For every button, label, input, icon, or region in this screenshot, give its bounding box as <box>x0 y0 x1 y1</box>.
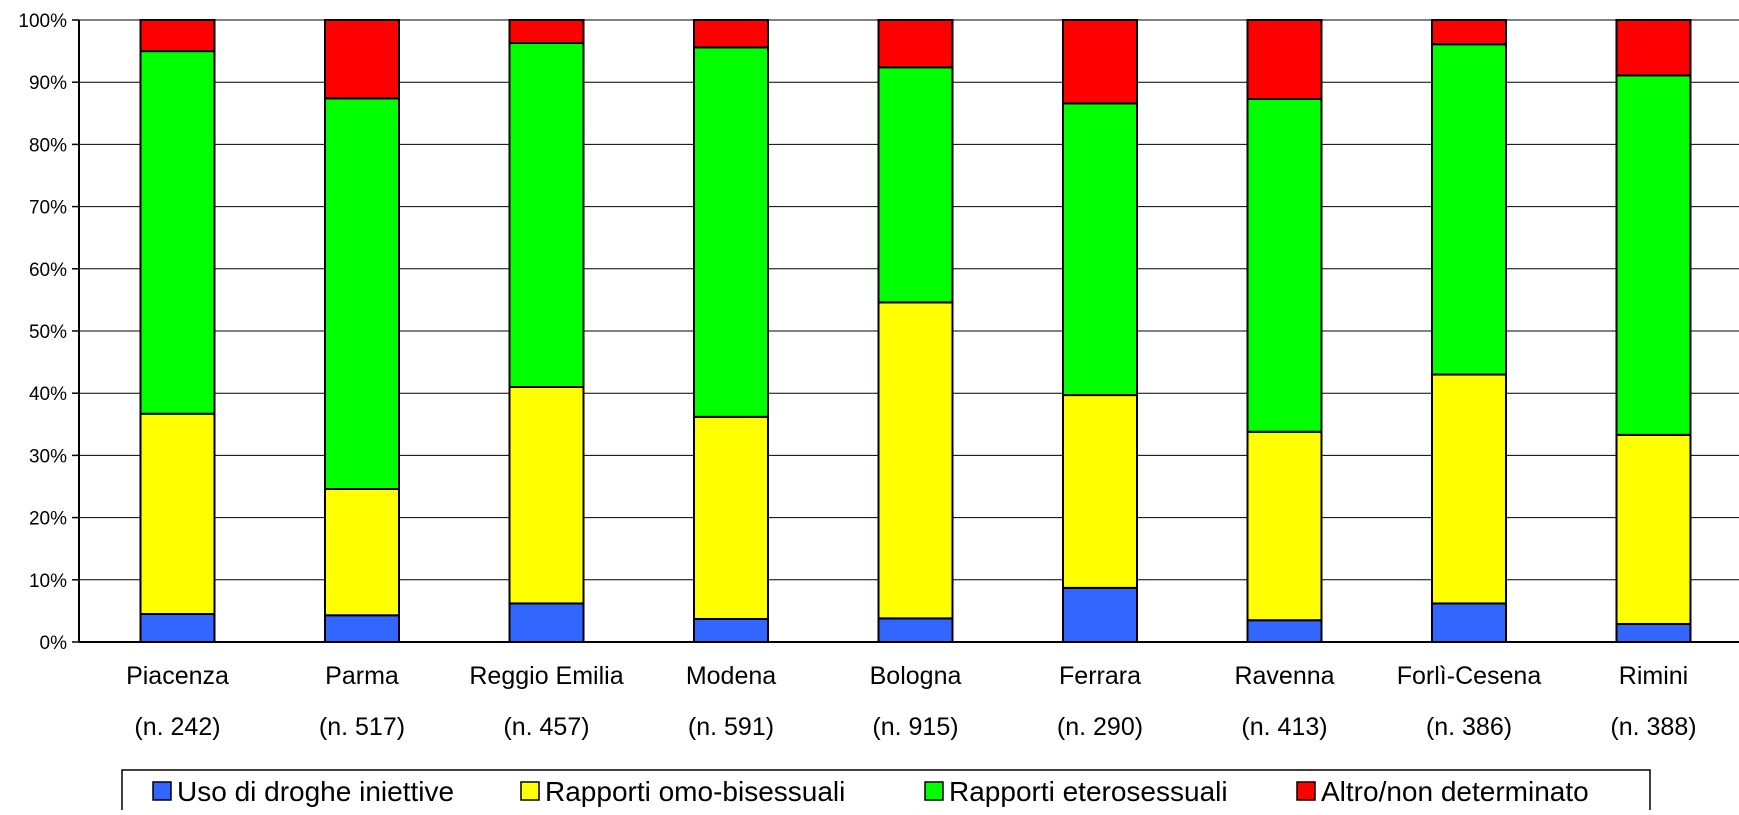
bar-segment <box>139 50 216 415</box>
legend-swatch <box>152 781 172 801</box>
bar-segment <box>139 412 216 616</box>
x-category-label: Bologna <box>870 662 962 690</box>
bar-segment <box>508 19 585 45</box>
x-category-count: (n. 242) <box>134 713 220 741</box>
bar-segment <box>693 46 769 418</box>
bar-segment <box>508 385 585 605</box>
bar-segment <box>1615 19 1692 77</box>
x-category-label: Ferrara <box>1059 662 1141 690</box>
x-category-count: (n. 915) <box>872 713 958 741</box>
x-category-label: Piacenza <box>126 662 229 690</box>
bar-segment <box>1062 394 1138 589</box>
x-category-count: (n. 388) <box>1610 713 1696 741</box>
y-tick-label: 40% <box>29 384 67 405</box>
y-tick-label: 50% <box>29 322 67 343</box>
axis-labels: 0% 10% 20% 30% 40% 50% 60% 70% 80% 90% 100% Piacenz… <box>18 11 1696 741</box>
bar-segment <box>877 301 954 620</box>
bar-segment <box>1062 19 1138 105</box>
x-category-count: (n. 290) <box>1057 713 1143 741</box>
bar-segment <box>1431 602 1507 643</box>
x-category-count: (n. 591) <box>688 713 774 741</box>
x-category-count: (n. 386) <box>1426 713 1512 741</box>
bar-segment <box>1615 74 1692 436</box>
legend-label: Rapporti eterosessuali <box>949 776 1228 807</box>
y-tick-label: 100% <box>18 11 67 32</box>
bar-segment <box>1431 43 1507 376</box>
legend-label: Rapporti omo-bisessuali <box>545 776 845 807</box>
x-category-count: (n. 517) <box>319 713 405 741</box>
bar-segment <box>508 42 585 388</box>
y-tick-label: 10% <box>29 571 67 592</box>
bar-segment <box>324 614 400 644</box>
bar-segment <box>1062 586 1138 643</box>
bar-segment <box>139 19 216 53</box>
x-category-label: Forlì-Cesena <box>1397 662 1542 690</box>
bar-segment <box>877 66 954 304</box>
bar-segment <box>139 613 216 644</box>
y-tick-label: 20% <box>29 509 67 530</box>
bar-segment <box>1246 430 1323 622</box>
bar-segment <box>877 617 954 644</box>
bar-segment <box>1431 373 1507 605</box>
x-category-count: (n. 457) <box>503 713 589 741</box>
x-category-label: Ravenna <box>1234 662 1334 690</box>
bar-segment <box>693 415 769 620</box>
bar-segment <box>1062 102 1138 397</box>
x-category-label: Rimini <box>1619 662 1688 690</box>
bar-segment <box>324 97 400 490</box>
bar-segment <box>1246 619 1323 643</box>
y-tick-label: 30% <box>29 446 67 467</box>
y-tick-label: 90% <box>29 73 67 94</box>
x-category-count: (n. 413) <box>1241 713 1327 741</box>
y-tick-label: 60% <box>29 260 67 281</box>
y-tick-label: 80% <box>29 135 67 156</box>
bar-segment <box>877 19 954 69</box>
bar-segment <box>1615 433 1692 625</box>
legend-swatch <box>1296 781 1316 801</box>
bar-segment <box>1246 19 1323 100</box>
legend-label: Altro/non determinato <box>1321 776 1589 807</box>
bar-segment <box>1431 19 1507 46</box>
y-tick-label: 0% <box>40 633 68 654</box>
bar-segment <box>324 487 400 617</box>
legend-swatch <box>924 781 944 801</box>
x-category-label: Reggio Emilia <box>469 662 623 690</box>
x-category-label: Modena <box>686 662 776 690</box>
bar-segment <box>324 19 400 100</box>
bar-segment <box>508 602 585 643</box>
legend-swatch <box>520 781 540 801</box>
y-tick-label: 70% <box>29 198 67 219</box>
legend: Uso di droghe iniettive Rapporti omo-bise… <box>121 769 1651 815</box>
bar-segment <box>693 19 769 49</box>
legend-label: Uso di droghe iniettive <box>177 776 454 807</box>
bars <box>139 19 1692 644</box>
bar-segment <box>1615 622 1692 643</box>
bar-segment <box>693 617 769 644</box>
x-category-label: Parma <box>325 662 399 690</box>
bar-segment <box>1246 97 1323 433</box>
